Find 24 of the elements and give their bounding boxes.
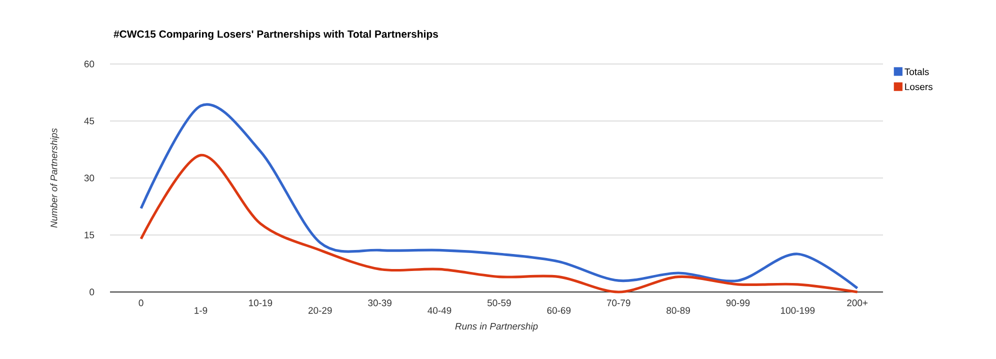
line-series — [140, 154, 859, 294]
x-tick-label: 90-99 — [726, 300, 750, 306]
x-axis-title: Runs in Partnership — [455, 322, 538, 332]
y-axis-title: Number of Partnerships — [50, 128, 60, 228]
x-tick-label: 0 — [138, 300, 144, 306]
legend-label: Losers — [905, 84, 932, 90]
x-tick-label: 10-19 — [249, 300, 272, 306]
x-tick-label: 100-199 — [781, 307, 815, 314]
chart-title: #CWC15 Comparing Losers' Partnerships with Total Partnerships — [114, 30, 438, 40]
x-tick-label: 1-9 — [194, 307, 208, 314]
y-tick-label: 0 — [90, 288, 94, 296]
y-tick-label: 60 — [84, 60, 94, 68]
x-tick-label: 20-29 — [308, 307, 332, 314]
x-tick-label: 30-39 — [368, 300, 392, 306]
x-tick-label: 200+ — [847, 300, 868, 306]
y-tick-label: 30 — [84, 174, 94, 182]
x-tick-label: 70-79 — [606, 300, 630, 306]
x-tick-label: 40-49 — [428, 307, 452, 314]
x-tick-label: 80-89 — [666, 307, 690, 314]
legend-label: Totals — [904, 68, 929, 76]
y-tick-label: 45 — [84, 118, 94, 124]
y-tick-label: 15 — [84, 232, 94, 238]
x-tick-label: 60-69 — [547, 307, 571, 314]
x-tick-label: 50-59 — [487, 300, 511, 306]
